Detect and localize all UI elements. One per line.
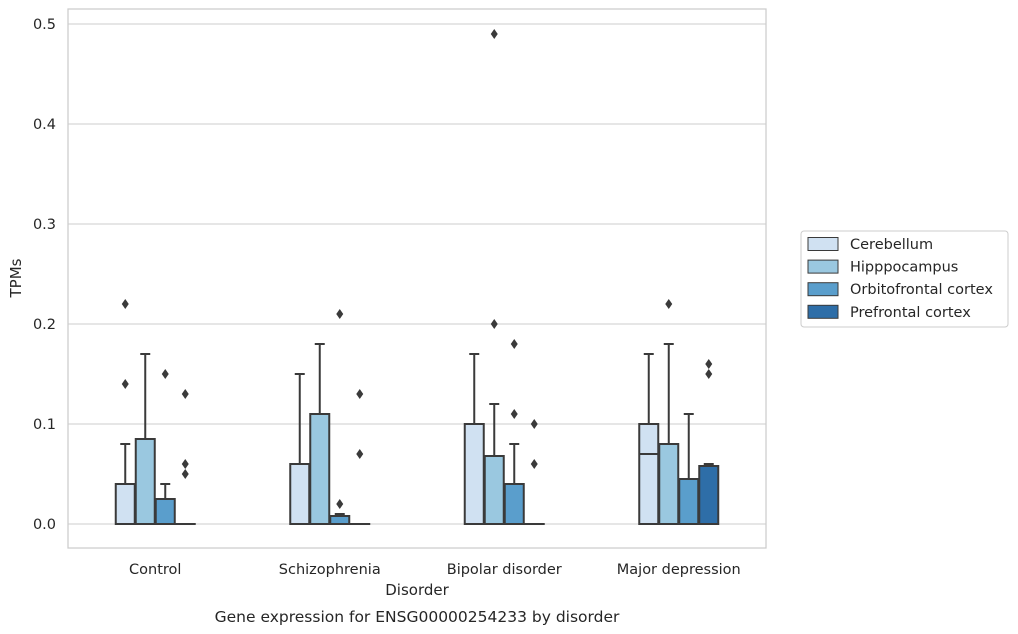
outlier-point — [665, 299, 673, 309]
outlier-point — [161, 369, 169, 379]
outlier-point — [705, 369, 713, 379]
y-axis-title: TPMs — [7, 258, 25, 298]
legend-label: Hipppocampus — [850, 260, 958, 276]
outlier-point — [356, 389, 364, 399]
box-3-3 — [698, 463, 720, 525]
box-body — [154, 498, 176, 525]
legend-label: Prefrontal cortex — [850, 305, 971, 321]
outlier-point — [181, 459, 189, 469]
outlier-point — [336, 499, 344, 509]
box-body — [289, 463, 311, 525]
box-2-1 — [483, 403, 505, 525]
box-1-2 — [329, 513, 351, 525]
box-3-1 — [658, 343, 680, 525]
plot-frame — [67, 8, 767, 549]
box-body — [698, 465, 720, 525]
box-body — [114, 483, 136, 525]
x-tick-label: Control — [129, 562, 181, 578]
chart-caption: Gene expression for ENSG00000254233 by d… — [215, 608, 620, 626]
y-tick-labels: 0.0 0.1 0.2 0.3 0.4 0.5 — [33, 17, 56, 533]
outlier-point — [510, 339, 518, 349]
box-0-1 — [134, 353, 156, 525]
box-body — [503, 483, 525, 525]
outlier-layer — [121, 29, 713, 509]
outlier-point — [705, 359, 713, 369]
box-body — [309, 413, 331, 525]
box-0-0 — [114, 443, 136, 525]
x-tick-label: Schizophrenia — [279, 562, 381, 578]
box-body — [638, 423, 660, 525]
outlier-point — [530, 459, 538, 469]
y-tick-label: 0.0 — [33, 517, 56, 533]
legend-swatch — [807, 237, 839, 251]
box-3-2 — [678, 413, 700, 525]
outlier-point — [510, 409, 518, 419]
outlier-point — [121, 299, 129, 309]
legend: Cerebellum Hipppocampus Orbitofrontal cort… — [800, 230, 1009, 328]
box-body — [678, 478, 700, 525]
outlier-point — [356, 449, 364, 459]
outlier-point — [181, 469, 189, 479]
box-2-0 — [463, 353, 485, 525]
legend-swatch — [807, 259, 839, 274]
outlier-point — [181, 389, 189, 399]
box-0-2 — [154, 483, 176, 525]
y-tick-label: 0.1 — [33, 417, 56, 433]
box-2-2 — [503, 443, 525, 525]
outlier-point — [121, 379, 129, 389]
x-tick-label: Bipolar disorder — [447, 562, 562, 578]
legend-label: Cerebellum — [850, 237, 933, 253]
outlier-point — [490, 319, 498, 329]
legend-swatch — [807, 304, 839, 319]
box-body — [329, 515, 351, 525]
box-1-1 — [309, 343, 331, 525]
x-tick-label: Major depression — [617, 562, 741, 578]
box-3-0 — [638, 353, 660, 525]
outlier-point — [336, 309, 344, 319]
x-tick-labels: Control Schizophrenia Bipolar disorder Majo… — [129, 562, 741, 578]
x-axis-title: Disorder — [385, 581, 449, 599]
legend-swatch — [807, 282, 839, 297]
box-body — [658, 443, 680, 525]
legend-frame — [800, 230, 1009, 328]
box-layer — [114, 343, 720, 526]
outlier-point — [490, 29, 498, 39]
y-tick-label: 0.4 — [33, 117, 56, 133]
y-tick-label: 0.2 — [33, 317, 56, 333]
outlier-point — [530, 419, 538, 429]
box-1-0 — [289, 373, 311, 525]
box-body — [463, 423, 485, 525]
box-body — [134, 438, 156, 525]
legend-label: Orbitofrontal cortex — [850, 282, 993, 298]
box-body — [483, 455, 505, 525]
y-tick-label: 0.3 — [33, 217, 56, 233]
y-tick-label: 0.5 — [33, 17, 56, 33]
